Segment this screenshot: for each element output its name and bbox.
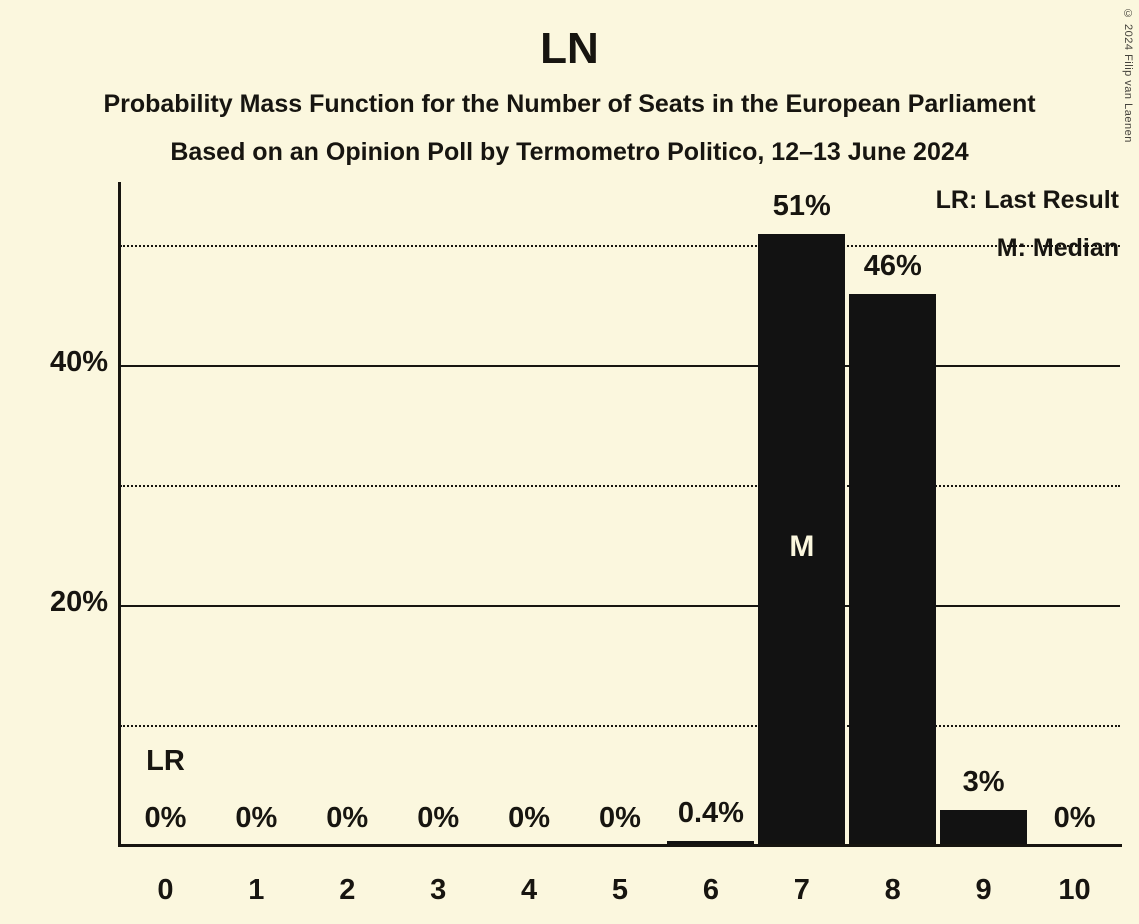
bar-label-9: 3% [962, 766, 1005, 798]
x-tick-label-5: 5 [611, 874, 629, 906]
x-tick-label-3: 3 [430, 874, 447, 906]
gridline-dotted-50pct [120, 245, 1120, 247]
x-axis-line [118, 844, 1122, 847]
bar-label-7: 51% [772, 190, 831, 222]
legend-median: M: Median [996, 234, 1119, 262]
bar-label-1: 0% [235, 802, 278, 834]
chart-subtitle: Probability Mass Function for the Number… [103, 90, 1036, 118]
last-result-label: LR [146, 745, 185, 777]
bar-label-0: 0% [144, 802, 187, 834]
bar-label-10: 0% [1053, 802, 1096, 834]
bar-label-3: 0% [417, 802, 460, 834]
bar-label-5: 0% [599, 802, 641, 834]
x-tick-label-10: 10 [1058, 874, 1091, 906]
bar-6 [667, 841, 755, 846]
x-tick-label-8: 8 [884, 874, 901, 906]
gridline-solid-20pct [120, 605, 1120, 607]
y-axis-line [118, 182, 121, 846]
y-tick-label-40: 40% [49, 346, 108, 378]
chart-title: LN [540, 24, 599, 73]
bar-7 [758, 234, 846, 846]
x-tick-label-6: 6 [702, 874, 719, 906]
gridline-dotted-30pct [120, 485, 1120, 487]
y-tick-label-20: 20% [49, 586, 108, 618]
x-tick-label-7: 7 [793, 874, 810, 906]
x-tick-label-1: 1 [248, 874, 265, 906]
x-tick-label-2: 2 [339, 874, 356, 906]
x-tick-label-4: 4 [521, 874, 538, 906]
median-label: M [789, 530, 815, 563]
bar-label-6: 0.4% [677, 797, 744, 829]
chart-source-line: Based on an Opinion Poll by Termometro P… [170, 138, 969, 166]
bar-8 [849, 294, 937, 846]
copyright-note: © 2024 Filip van Laenen [1122, 8, 1134, 143]
bar-label-8: 46% [863, 250, 922, 282]
x-tick-label-0: 0 [157, 874, 174, 906]
legend-last-result: LR: Last Result [935, 186, 1119, 214]
gridline-dotted-10pct [120, 725, 1120, 727]
gridline-solid-40pct [120, 365, 1120, 367]
bar-label-4: 0% [508, 802, 551, 834]
bar-label-2: 0% [326, 802, 369, 834]
bar-9 [940, 810, 1028, 846]
x-tick-label-9: 9 [975, 874, 992, 906]
